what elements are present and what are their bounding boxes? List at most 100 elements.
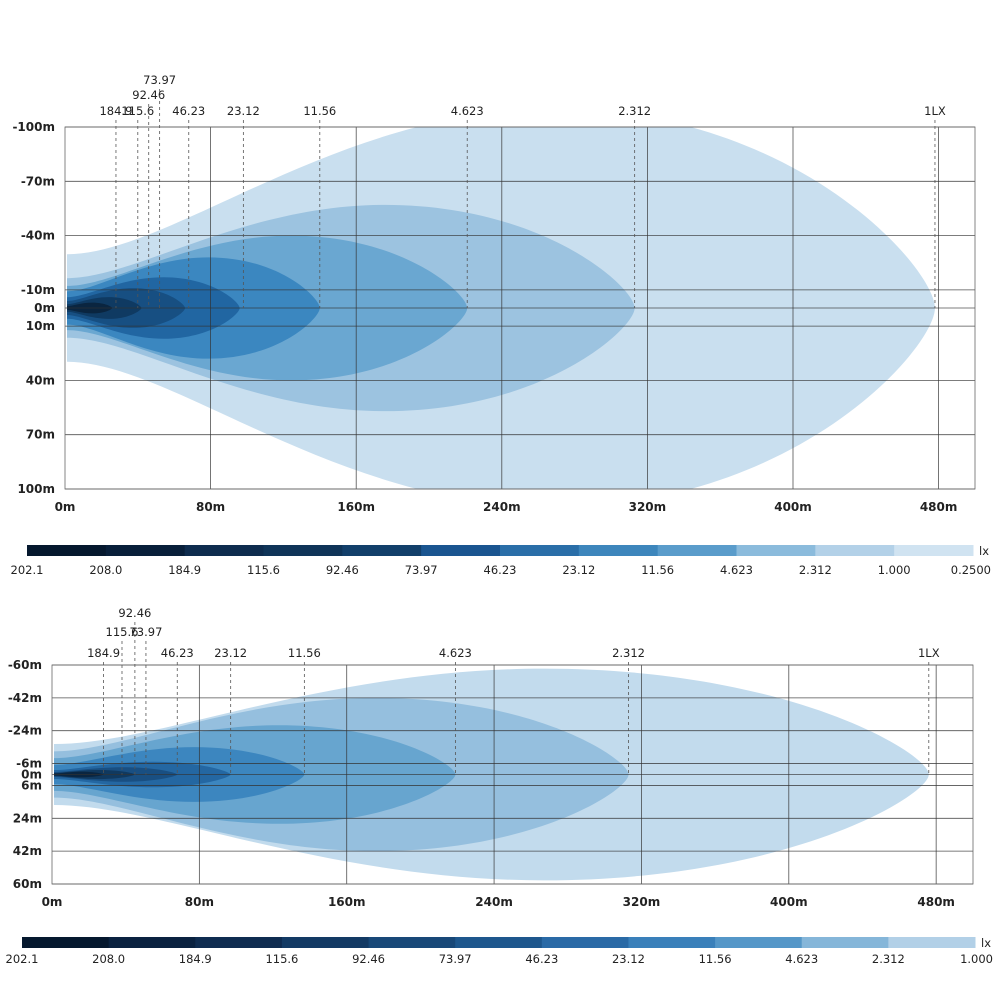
- legend-swatch: [455, 937, 543, 948]
- x-tick-label: 320m: [629, 500, 667, 514]
- legend: lx 202.1 208.0 184.9 115.6 92.46 73.97 46.23 23.…: [6, 936, 993, 966]
- plot-frame: [51, 664, 974, 885]
- marker-label: 4.623: [439, 646, 472, 660]
- marker-label: 92.46: [118, 606, 151, 620]
- legend-swatch: [368, 937, 456, 948]
- x-tick-label: 80m: [185, 895, 214, 909]
- chart-1: 0m 80m 160m 240m 320m 400m 480m -100m -70m -40m -1…: [11, 73, 991, 577]
- x-tick-label: 480m: [920, 500, 958, 514]
- x-tick-label: 400m: [770, 895, 808, 909]
- y-tick-label: -40m: [21, 229, 55, 243]
- legend-label: 202.1: [11, 563, 44, 577]
- y-tick-label: -24m: [8, 724, 42, 738]
- y-tick-label: -100m: [12, 120, 55, 134]
- legend-label: 1.000: [960, 952, 993, 966]
- legend-swatch: [281, 937, 370, 948]
- y-tick-label: 60m: [13, 877, 42, 891]
- marker-label: 73.97: [143, 73, 176, 87]
- legend-swatch: [894, 545, 974, 556]
- x-tick-label: 240m: [475, 895, 513, 909]
- legend-label: 1.000: [878, 563, 911, 577]
- x-tick-label: 160m: [328, 895, 366, 909]
- y-tick-label: -42m: [8, 691, 42, 705]
- marker-label: 2.312: [618, 104, 651, 118]
- legend-swatch: [108, 937, 196, 948]
- legend-label: 2.312: [799, 563, 832, 577]
- x-axis: 0m 80m 160m 240m 320m 400m 480m: [42, 895, 955, 909]
- legend-swatch: [736, 545, 816, 556]
- marker-label: 46.23: [161, 646, 194, 660]
- marker-label: 92.46: [132, 88, 165, 102]
- legend-label: 208.0: [92, 952, 125, 966]
- marker-label: 23.12: [227, 104, 260, 118]
- legend-swatch: [888, 937, 976, 948]
- x-tick-label: 240m: [483, 500, 521, 514]
- legend-label: 184.9: [168, 563, 201, 577]
- legend: lx 202.1 208.0 184.9 115.6 92.46 73.97 46.23 23.…: [11, 544, 991, 577]
- legend-label: 73.97: [405, 563, 438, 577]
- marker-label: 115.6: [106, 625, 139, 639]
- legend-label: 46.23: [525, 952, 558, 966]
- legend-swatch: [195, 937, 283, 948]
- x-tick-label: 400m: [774, 500, 812, 514]
- legend-swatch: [27, 545, 107, 556]
- legend-swatch: [578, 545, 659, 556]
- legend-swatch: [500, 545, 580, 556]
- y-tick-label: 0m: [34, 301, 55, 315]
- y-tick-label: 24m: [13, 811, 42, 825]
- legend-swatch: [628, 937, 716, 948]
- marker-label: 1LX: [924, 104, 946, 118]
- legend-label: 115.6: [265, 952, 298, 966]
- y-tick-label: -60m: [8, 658, 42, 672]
- marker-label: 1LX: [918, 646, 940, 660]
- legend-swatch: [342, 545, 422, 556]
- legend-label: 208.0: [89, 563, 122, 577]
- legend-label: 4.623: [785, 952, 818, 966]
- legend-label: 202.1: [6, 952, 39, 966]
- legend-swatch: [715, 937, 803, 948]
- marker-label: 2.312: [612, 646, 645, 660]
- x-tick-label: 0m: [55, 500, 76, 514]
- marker-label: 11.56: [303, 104, 336, 118]
- x-tick-label: 480m: [917, 895, 955, 909]
- legend-label: 11.56: [699, 952, 732, 966]
- legend-swatch: [815, 545, 895, 556]
- chart-2: 0m 80m 160m 240m 320m 400m 480m -60m -42m -24m -6m…: [6, 606, 993, 966]
- legend-label: 92.46: [326, 563, 359, 577]
- marker-label: 46.23: [172, 104, 205, 118]
- legend-swatch: [541, 937, 629, 948]
- y-tick-label: 40m: [26, 373, 55, 387]
- legend-swatch: [263, 545, 343, 556]
- y-tick-label: 42m: [13, 844, 42, 858]
- legend-label: 23.12: [562, 563, 595, 577]
- y-tick-label: 100m: [17, 482, 55, 496]
- legend-label: 184.9: [179, 952, 212, 966]
- legend-swatch: [657, 545, 737, 556]
- legend-label: 4.623: [720, 563, 753, 577]
- legend-unit: lx: [979, 544, 989, 558]
- y-tick-label: -10m: [21, 283, 55, 297]
- y-axis: -100m -70m -40m -10m 0m 10m 40m 70m 100m: [12, 120, 55, 496]
- marker-label: 4.623: [451, 104, 484, 118]
- legend-label: 73.97: [439, 952, 472, 966]
- y-tick-label: -70m: [21, 174, 55, 188]
- legend-swatch: [421, 545, 501, 556]
- y-tick-label: 70m: [26, 428, 55, 442]
- plot-frame: [64, 126, 976, 490]
- y-tick-label: -6m: [16, 757, 42, 771]
- y-tick-label: 6m: [21, 778, 42, 792]
- x-tick-label: 0m: [42, 895, 63, 909]
- marker-label: 11.56: [288, 646, 321, 660]
- marker-label: 73.97: [129, 625, 162, 639]
- legend-label: 11.56: [641, 563, 674, 577]
- x-axis: 0m 80m 160m 240m 320m 400m 480m: [55, 500, 958, 514]
- x-tick-label: 80m: [196, 500, 225, 514]
- x-tick-label: 160m: [337, 500, 375, 514]
- grid: [51, 664, 974, 885]
- legend-label: 23.12: [612, 952, 645, 966]
- x-tick-label: 320m: [623, 895, 661, 909]
